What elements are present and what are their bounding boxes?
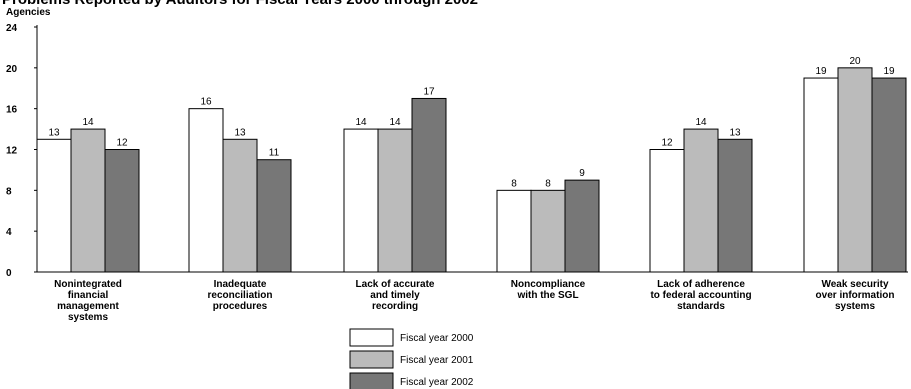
data-label: 19 xyxy=(883,66,895,77)
bar xyxy=(256,159,292,273)
bar xyxy=(564,179,600,273)
legend-label: Fiscal year 2001 xyxy=(400,355,474,366)
y-tick-label: 20 xyxy=(6,64,18,75)
y-tick-label: 4 xyxy=(6,227,12,238)
bar xyxy=(530,189,566,273)
x-category-label: Weak security over information systems xyxy=(816,279,895,312)
bar xyxy=(683,128,719,273)
data-label: 17 xyxy=(423,86,435,97)
legend-swatch xyxy=(349,350,394,369)
y-tick-label: 0 xyxy=(6,268,12,279)
data-label: 13 xyxy=(48,127,60,138)
data-label: 13 xyxy=(234,127,246,138)
bar xyxy=(837,67,873,273)
bar xyxy=(496,189,532,273)
bar xyxy=(222,138,258,273)
data-label: 16 xyxy=(200,97,212,108)
data-label: 12 xyxy=(116,138,128,149)
data-label: 19 xyxy=(815,66,827,77)
bar xyxy=(803,77,839,273)
legend-swatch xyxy=(349,372,394,389)
data-label: 14 xyxy=(695,117,707,128)
y-tick-label: 24 xyxy=(6,23,18,34)
legend-swatch xyxy=(349,328,394,347)
y-tick-label: 8 xyxy=(6,186,12,197)
y-tick-label: 16 xyxy=(6,105,18,116)
bar xyxy=(871,77,907,273)
legend-label: Fiscal year 2000 xyxy=(400,333,474,344)
bar xyxy=(717,138,753,273)
legend-label: Fiscal year 2002 xyxy=(400,377,474,388)
data-label: 8 xyxy=(511,178,517,189)
bar xyxy=(70,128,106,273)
data-label: 14 xyxy=(355,117,367,128)
bar xyxy=(411,97,447,273)
data-label: 13 xyxy=(729,127,741,138)
data-label: 14 xyxy=(82,117,94,128)
data-label: 20 xyxy=(849,56,861,67)
x-category-label: Lack of adherence to federal accounting st… xyxy=(650,279,751,312)
data-label: 8 xyxy=(545,178,551,189)
y-axis-label: Agencies xyxy=(6,7,51,18)
data-label: 11 xyxy=(269,148,280,159)
bar xyxy=(343,128,379,273)
y-tick-label: 12 xyxy=(6,146,18,157)
data-label: 9 xyxy=(579,168,585,179)
bar xyxy=(377,128,413,273)
x-category-label: Nonintegrated financial management systems xyxy=(54,279,122,323)
chart-title: Problems Reported by Auditors for Fiscal… xyxy=(2,0,478,9)
bar xyxy=(36,138,72,273)
bar xyxy=(188,108,224,273)
x-category-label: Inadequate reconciliation procedures xyxy=(207,279,272,312)
data-label: 12 xyxy=(661,138,673,149)
x-category-label: Noncompliance with the SGL xyxy=(511,279,586,301)
bar xyxy=(649,149,685,273)
x-category-label: Lack of accurate and timely recording xyxy=(356,279,435,312)
data-label: 14 xyxy=(389,117,401,128)
bar xyxy=(104,149,140,273)
